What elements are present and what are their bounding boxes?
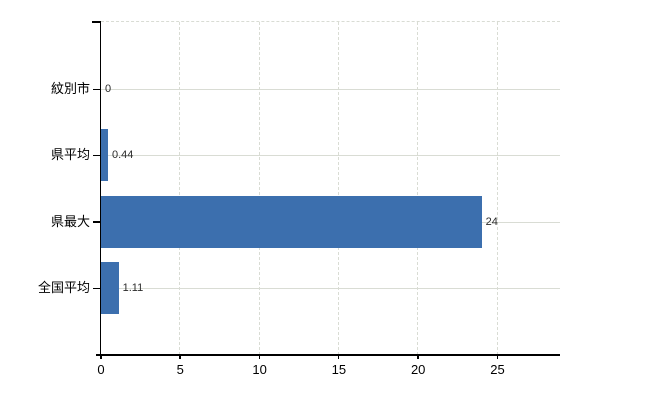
x-axis-tick <box>496 355 498 359</box>
y-axis-tick <box>93 154 101 157</box>
x-axis <box>96 354 560 356</box>
bar-value-label: 24 <box>485 215 498 228</box>
horizontal-gridline <box>101 288 560 290</box>
x-axis-tick <box>258 355 261 359</box>
x-axis-tick <box>179 355 181 359</box>
x-axis-tick-label: 0 <box>97 362 105 377</box>
vertical-gridline <box>337 22 339 355</box>
y-axis-tick <box>93 221 101 223</box>
plot-top-border <box>101 21 560 22</box>
horizontal-gridline <box>101 89 560 90</box>
category-label: 県平均 <box>50 147 90 163</box>
x-axis-tick-label: 20 <box>410 362 426 377</box>
vertical-gridline <box>417 22 419 355</box>
vertical-gridline <box>496 22 498 355</box>
category-label: 全国平均 <box>37 280 90 296</box>
x-axis-tick <box>417 355 419 359</box>
bar-value-label: 1.11 <box>122 282 144 295</box>
bar <box>101 129 108 182</box>
x-axis-tick-label: 10 <box>252 362 267 377</box>
bar <box>101 262 119 315</box>
y-axis-tick <box>93 88 101 90</box>
x-axis-tick-label: 25 <box>490 362 505 377</box>
bar <box>101 195 482 248</box>
x-axis-tick-label: 5 <box>176 362 184 377</box>
vertical-gridline <box>179 22 181 355</box>
y-axis-tick <box>93 287 101 290</box>
horizontal-gridline <box>101 155 560 157</box>
x-axis-tick-label: 15 <box>331 362 347 377</box>
x-axis-tick <box>337 355 340 359</box>
category-label: 県最大 <box>50 213 90 229</box>
vertical-gridline <box>258 22 260 355</box>
bar-value-label: 0 <box>105 83 112 95</box>
y-axis <box>99 21 101 359</box>
category-label: 紋別市 <box>50 81 90 96</box>
y-axis-top-cap <box>92 21 100 23</box>
bar-value-label: 0.44 <box>111 149 134 162</box>
